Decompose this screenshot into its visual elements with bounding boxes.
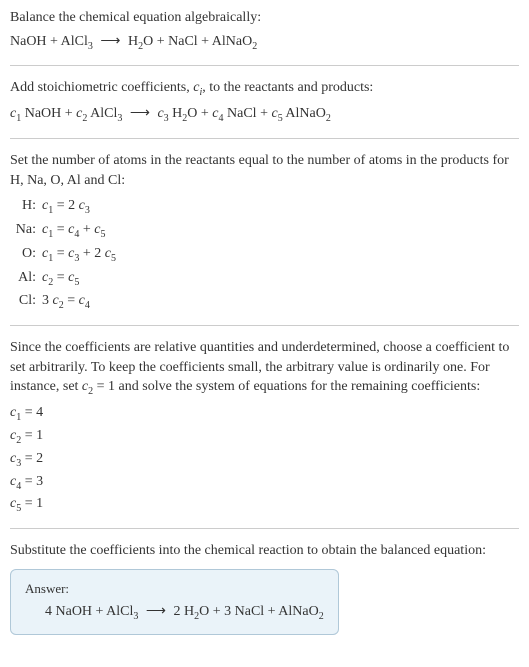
- section-2-intro: Add stoichiometric coefficients, ci, to …: [10, 78, 519, 100]
- divider-3: [10, 325, 519, 326]
- atom-row: O: c1 = c3 + 2 c5: [10, 244, 519, 266]
- coefficients-list: c1 = 4 c2 = 1 c3 = 2 c4 = 3 c5 = 1: [10, 403, 519, 516]
- answer-equation: 4 NaOH + AlCl3 ⟶ 2 H2O + 3 NaCl + AlNaO2: [25, 602, 324, 624]
- answer-label: Answer:: [25, 580, 324, 598]
- section-4-intro: Since the coefficients are relative quan…: [10, 338, 519, 399]
- atom-eq: c2 = c5: [42, 268, 519, 290]
- section-1-intro: Balance the chemical equation algebraica…: [10, 8, 519, 28]
- divider-1: [10, 65, 519, 66]
- coeff-line: c2 = 1: [10, 426, 519, 448]
- divider-2: [10, 138, 519, 139]
- atom-eq: c1 = c3 + 2 c5: [42, 244, 519, 266]
- section-4: Since the coefficients are relative quan…: [10, 338, 519, 516]
- atoms-table: H: c1 = 2 c3 Na: c1 = c4 + c5 O: c1 = c3…: [10, 196, 519, 313]
- atom-eq: c1 = c4 + c5: [42, 220, 519, 242]
- coeff-line: c4 = 3: [10, 472, 519, 494]
- divider-4: [10, 528, 519, 529]
- section-3: Set the number of atoms in the reactants…: [10, 151, 519, 313]
- section-2: Add stoichiometric coefficients, ci, to …: [10, 78, 519, 126]
- answer-box: Answer: 4 NaOH + AlCl3 ⟶ 2 H2O + 3 NaCl …: [10, 569, 339, 635]
- atom-row: Na: c1 = c4 + c5: [10, 220, 519, 242]
- atom-row: Al: c2 = c5: [10, 268, 519, 290]
- section-5: Substitute the coefficients into the che…: [10, 541, 519, 639]
- atom-label: O:: [10, 244, 42, 266]
- section-1-equation: NaOH + AlCl3 ⟶ H2O + NaCl + AlNaO2: [10, 32, 519, 54]
- section-1: Balance the chemical equation algebraica…: [10, 8, 519, 53]
- section-3-intro: Set the number of atoms in the reactants…: [10, 151, 519, 190]
- section-2-equation: c1 NaOH + c2 AlCl3 ⟶ c3 H2O + c4 NaCl + …: [10, 104, 519, 126]
- atom-label: Na:: [10, 220, 42, 242]
- atom-label: Al:: [10, 268, 42, 290]
- atom-label: H:: [10, 196, 42, 218]
- atom-eq: c1 = 2 c3: [42, 196, 519, 218]
- coeff-line: c1 = 4: [10, 403, 519, 425]
- atom-eq: 3 c2 = c4: [42, 291, 519, 313]
- atom-row: H: c1 = 2 c3: [10, 196, 519, 218]
- coeff-line: c3 = 2: [10, 449, 519, 471]
- section-5-intro: Substitute the coefficients into the che…: [10, 541, 519, 561]
- atom-label: Cl:: [10, 291, 42, 313]
- coeff-line: c5 = 1: [10, 494, 519, 516]
- atom-row: Cl: 3 c2 = c4: [10, 291, 519, 313]
